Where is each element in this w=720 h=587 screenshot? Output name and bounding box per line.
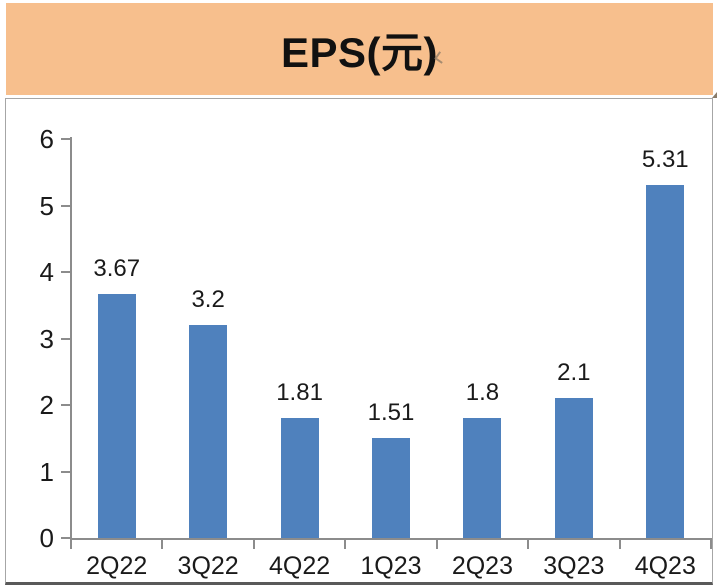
plot-area: 0 1 2 3 4 5 6 3.67 2Q22 3.2 3Q22 1.81 4Q22 1.51 1Q23 1.… xyxy=(6,99,712,582)
bar xyxy=(280,417,319,538)
y-tick-label: 1 xyxy=(39,456,54,487)
y-tick xyxy=(61,337,71,340)
corner-artifact-icon xyxy=(712,92,717,98)
y-tick-label: 3 xyxy=(39,323,54,354)
y-axis-line xyxy=(70,137,72,540)
y-tick xyxy=(61,470,71,473)
bar xyxy=(554,398,593,538)
x-tick xyxy=(435,540,438,549)
x-tick xyxy=(710,540,712,549)
x-category-label: 3Q22 xyxy=(177,552,239,580)
x-category-label: 2Q22 xyxy=(86,552,148,580)
y-tick-label: 6 xyxy=(39,124,54,154)
x-tick xyxy=(344,540,347,549)
bar-value-label: 2.1 xyxy=(557,359,591,387)
x-category-label: 1Q23 xyxy=(360,552,422,580)
x-category-label: 4Q23 xyxy=(634,552,696,580)
bar xyxy=(372,437,410,538)
bar-value-label: 3.2 xyxy=(191,286,225,314)
bar xyxy=(97,293,136,538)
x-tick xyxy=(70,540,72,549)
y-tick xyxy=(61,271,71,273)
y-tick-label: 2 xyxy=(39,390,54,420)
chart-title-bar: EPS(元) xyxy=(6,3,717,98)
x-tick xyxy=(252,540,255,549)
bar-value-label: 5.31 xyxy=(641,145,689,173)
y-tick xyxy=(61,204,71,207)
bar xyxy=(646,184,685,538)
x-tick xyxy=(161,540,164,549)
x-axis-line xyxy=(70,538,712,540)
chart-panel: 0 1 2 3 4 5 6 3.67 2Q22 3.2 3Q22 1.81 4Q22 1.51 1Q23 1.… xyxy=(5,98,713,585)
x-category-label: 2Q23 xyxy=(451,552,513,580)
y-tick xyxy=(61,138,71,140)
y-tick-label: 0 xyxy=(39,523,54,553)
y-tick xyxy=(61,537,71,539)
chart-title: EPS(元) xyxy=(280,28,438,76)
bar xyxy=(189,325,228,538)
bar xyxy=(463,418,502,538)
x-tick xyxy=(527,540,530,549)
x-tick xyxy=(618,540,621,549)
y-tick-label: 5 xyxy=(39,190,54,221)
bar-value-label: 1.81 xyxy=(276,378,323,406)
bar-value-label: 3.67 xyxy=(93,254,141,282)
x-category-label: 3Q23 xyxy=(543,552,605,580)
x-category-label: 4Q22 xyxy=(268,552,331,580)
y-tick-label: 4 xyxy=(39,257,54,287)
bar-value-label: 1.8 xyxy=(465,379,500,407)
y-tick xyxy=(61,404,71,406)
bar-value-label: 1.51 xyxy=(367,398,415,426)
